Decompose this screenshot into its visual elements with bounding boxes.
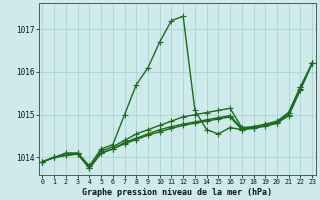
X-axis label: Graphe pression niveau de la mer (hPa): Graphe pression niveau de la mer (hPa) [82, 188, 272, 197]
